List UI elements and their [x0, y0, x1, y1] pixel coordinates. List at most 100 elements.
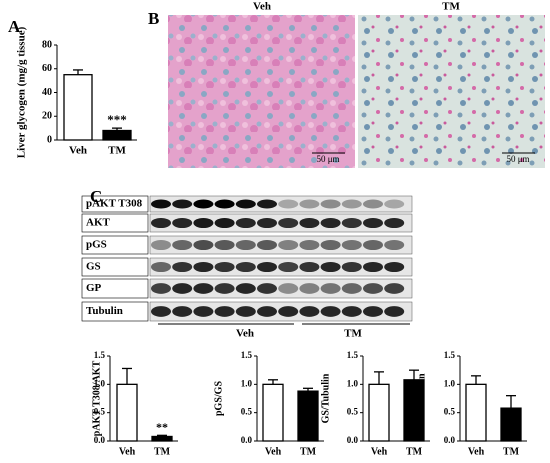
band	[235, 261, 256, 273]
y-tick-label: 0.5	[241, 407, 253, 417]
band	[320, 199, 341, 209]
band	[235, 199, 256, 209]
y-axis-label: GP/Tubulin	[416, 373, 427, 424]
bar	[262, 383, 284, 442]
band	[363, 199, 383, 209]
band	[341, 283, 362, 294]
micrograph	[358, 15, 545, 168]
band	[235, 217, 256, 229]
micrograph	[168, 15, 355, 168]
significance: **	[156, 420, 168, 434]
y-axis-label: pAKT T308/AKT	[91, 360, 102, 436]
band	[257, 261, 277, 273]
band	[299, 306, 320, 317]
band	[341, 217, 362, 229]
y-tick-label: 40	[42, 87, 52, 98]
band	[363, 261, 383, 273]
y-tick-label: 1.5	[444, 350, 456, 360]
band	[172, 199, 193, 209]
band	[214, 199, 235, 209]
panel-label: C	[90, 187, 102, 206]
x-tick-label: Veh	[468, 446, 485, 457]
group-label: TM	[344, 328, 362, 340]
band	[278, 306, 299, 317]
y-tick-label: 0.5	[444, 407, 456, 417]
band	[278, 239, 299, 251]
group-label: Veh	[236, 328, 254, 340]
band	[172, 283, 193, 294]
band	[257, 217, 277, 229]
band	[384, 283, 405, 294]
y-tick-label: 80	[42, 39, 52, 50]
band	[151, 261, 171, 273]
y-axis-label: pGS/GS	[213, 381, 224, 416]
band	[214, 306, 235, 317]
scale-label: 50 μm	[506, 154, 529, 164]
x-tick-label: TM	[108, 145, 126, 157]
x-tick-label: Veh	[265, 446, 282, 457]
bar	[151, 435, 173, 442]
band	[257, 199, 277, 209]
band	[214, 261, 235, 273]
y-tick-label: 1.0	[94, 378, 106, 388]
band	[320, 239, 341, 251]
y-tick-label: 0.5	[347, 407, 359, 417]
row-label: AKT	[86, 217, 111, 229]
micrograph-label: TM	[442, 1, 460, 13]
micrograph-label: Veh	[253, 1, 271, 13]
scale-label: 50 μm	[316, 154, 339, 164]
band	[363, 239, 383, 251]
bar	[500, 407, 522, 442]
significance: ***	[107, 112, 127, 127]
band	[278, 261, 299, 273]
panel-label: A	[8, 17, 21, 36]
x-tick-label: Veh	[69, 145, 87, 157]
band	[320, 283, 341, 294]
band	[299, 261, 320, 273]
band	[172, 239, 193, 251]
band	[235, 306, 256, 317]
band	[341, 199, 362, 209]
y-tick-label: 1.0	[241, 378, 253, 388]
x-tick-label: TM	[300, 446, 317, 457]
y-axis-label: GS/Tubulin	[320, 373, 331, 423]
row-label-box	[81, 301, 149, 322]
band	[278, 283, 299, 294]
band	[235, 283, 256, 294]
band	[341, 261, 362, 273]
band	[151, 217, 171, 229]
band	[151, 239, 171, 251]
band	[151, 199, 171, 209]
band	[193, 199, 214, 209]
x-tick-label: TM	[406, 446, 423, 457]
band	[278, 199, 299, 209]
band	[257, 283, 277, 294]
bar	[63, 74, 93, 141]
band	[172, 306, 193, 317]
row-label: GS	[86, 261, 101, 273]
band	[193, 239, 214, 251]
bar	[403, 379, 425, 442]
band	[214, 283, 235, 294]
x-tick-label: Veh	[119, 446, 136, 457]
band	[363, 283, 383, 294]
y-tick-label: 0	[47, 134, 52, 145]
band	[363, 217, 383, 229]
band	[214, 239, 235, 251]
y-tick-label: 0.0	[241, 435, 253, 445]
band	[384, 239, 405, 251]
band	[384, 306, 405, 317]
y-tick-label: 1.5	[347, 350, 359, 360]
band	[299, 199, 320, 209]
x-tick-label: Veh	[371, 446, 388, 457]
row-label-box	[81, 213, 149, 233]
band	[384, 217, 405, 229]
band	[235, 239, 256, 251]
band	[320, 306, 341, 317]
y-tick-label: 0.0	[444, 435, 456, 445]
band	[341, 306, 362, 317]
y-tick-label: 1.0	[444, 378, 456, 388]
band	[278, 217, 299, 229]
western-blot: pAKT T308 AKT pGS GS GP Tubulin	[81, 195, 413, 322]
band	[172, 217, 193, 229]
